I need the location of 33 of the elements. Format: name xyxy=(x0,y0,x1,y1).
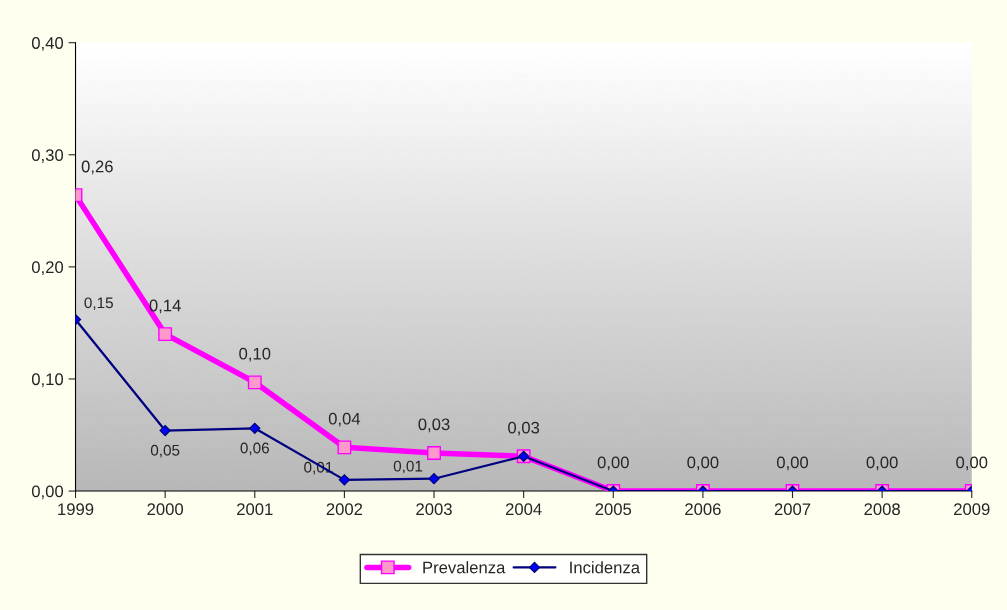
data-label: 0,03 xyxy=(508,421,540,436)
legend-label: Incidenza xyxy=(570,561,641,574)
x-tick-label: 2002 xyxy=(326,503,363,516)
x-tick-label: 1999 xyxy=(58,503,94,516)
y-tick-label: 0,00 xyxy=(31,485,64,500)
y-tick-label: 0,10 xyxy=(31,373,64,388)
data-label: 0,04 xyxy=(328,412,361,427)
data-label: 0,00 xyxy=(866,456,898,471)
data-label: 0,03 xyxy=(418,418,450,433)
x-tick-label: 2006 xyxy=(685,503,721,516)
data-label: 0,00 xyxy=(956,456,988,471)
data-label: 0,06 xyxy=(240,442,269,456)
data-label: 0,26 xyxy=(81,160,113,175)
legend-label: Prevalenza xyxy=(423,561,506,574)
data-label: 0,05 xyxy=(150,444,180,458)
y-tick-label: 0,40 xyxy=(31,37,64,51)
data-label: 0,00 xyxy=(776,456,809,471)
x-tick-label: 2001 xyxy=(237,503,273,516)
y-tick-label: 0,20 xyxy=(31,261,64,276)
x-tick-label: 2003 xyxy=(416,503,452,516)
data-label: 0,00 xyxy=(597,456,629,471)
x-tick-label: 2007 xyxy=(774,503,811,516)
x-tick-label: 2000 xyxy=(147,503,184,516)
data-label: 0,10 xyxy=(239,347,271,362)
x-tick-label: 2008 xyxy=(864,503,900,516)
data-label: 0,00 xyxy=(687,456,719,471)
x-tick-label: 2004 xyxy=(505,503,542,516)
data-label: 0,14 xyxy=(149,299,181,314)
y-tick-label: 0,30 xyxy=(31,149,64,163)
x-tick-label: 2005 xyxy=(595,503,632,516)
x-tick-label: 2009 xyxy=(954,503,990,516)
data-label: 0,15 xyxy=(84,297,113,311)
data-label: 0,01 xyxy=(393,460,423,474)
